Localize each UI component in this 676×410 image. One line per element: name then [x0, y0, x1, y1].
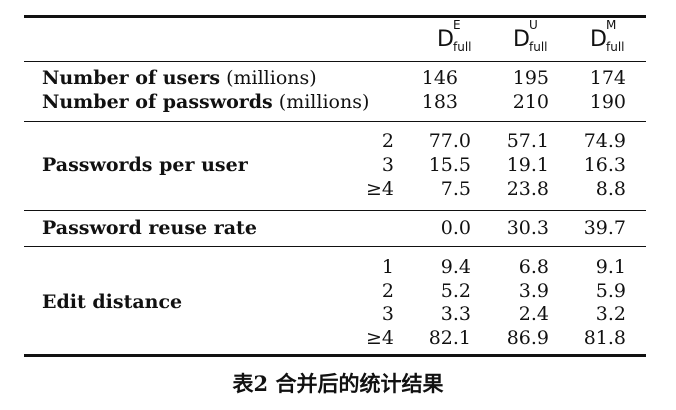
table-cell: 81.8 — [583, 327, 626, 349]
table-cell: 183 — [421, 91, 458, 113]
row-label-users: Number of users (millions) — [42, 67, 317, 89]
sub-category: ≥4 — [365, 178, 394, 200]
section-rule-3 — [24, 246, 646, 247]
label-unit: (millions) — [272, 91, 370, 113]
header-rule — [24, 61, 646, 62]
column-header-u: D U full — [513, 19, 548, 53]
label-unit: (millions) — [220, 67, 317, 89]
column-header-m: D M full — [590, 19, 625, 53]
table-cell: 6.8 — [518, 256, 549, 278]
header-sub: full — [529, 40, 548, 54]
header-base: D — [437, 27, 454, 52]
table-cell: 82.1 — [428, 327, 471, 349]
column-header-e: D E full — [437, 19, 472, 53]
table-cell: 8.8 — [595, 178, 626, 200]
table-cell: 146 — [421, 67, 458, 89]
row-label-passwords: Number of passwords (millions) — [42, 91, 369, 113]
header-base: D — [590, 27, 607, 52]
table-cell: 5.2 — [440, 280, 471, 302]
table-cell: 23.8 — [506, 178, 549, 200]
table-cell: 210 — [512, 91, 549, 113]
table-cell: 86.9 — [506, 327, 549, 349]
sub-category: 3 — [381, 154, 394, 176]
table-cell: 16.3 — [583, 154, 626, 176]
header-sub: full — [606, 40, 625, 54]
table-top-rule — [24, 15, 646, 18]
sub-category: 1 — [381, 256, 394, 278]
header-sup: M — [606, 18, 617, 32]
label-bold: Number of passwords — [42, 91, 273, 113]
sub-category: 2 — [381, 130, 394, 152]
table-cell: 77.0 — [428, 130, 471, 152]
header-sup: E — [453, 18, 461, 32]
table-cell: 30.3 — [506, 217, 549, 239]
header-base: D — [513, 27, 530, 52]
table-cell: 2.4 — [518, 303, 549, 325]
table-bottom-rule — [24, 354, 646, 357]
table-cell: 5.9 — [595, 280, 626, 302]
table-cell: 0.0 — [440, 217, 471, 239]
header-sub: full — [453, 40, 472, 54]
table-cell: 15.5 — [428, 154, 471, 176]
table-cell: 39.7 — [583, 217, 626, 239]
table-cell: 57.1 — [506, 130, 549, 152]
label-bold: Number of users — [42, 67, 221, 89]
section-label-passwords-per-user: Passwords per user — [42, 154, 248, 176]
table-cell: 9.1 — [595, 256, 626, 278]
table-cell: 9.4 — [440, 256, 471, 278]
table-cell: 19.1 — [506, 154, 549, 176]
sub-category: ≥4 — [365, 327, 394, 349]
section-label-edit-distance: Edit distance — [42, 291, 183, 313]
table-cell: 7.5 — [440, 178, 471, 200]
table-cell: 190 — [589, 91, 626, 113]
sub-category: 3 — [381, 303, 394, 325]
header-sup: U — [529, 18, 538, 32]
table-cell: 195 — [512, 67, 549, 89]
table-cell: 3.2 — [595, 303, 626, 325]
table-caption: 表2 合并后的统计结果 — [232, 371, 444, 396]
section-rule-1 — [24, 121, 646, 122]
section-rule-2 — [24, 210, 646, 211]
sub-category: 2 — [381, 280, 394, 302]
table-cell: 174 — [589, 67, 626, 89]
section-label-reuse-rate: Password reuse rate — [42, 217, 257, 239]
table-cell: 3.9 — [518, 280, 549, 302]
table-cell: 74.9 — [583, 130, 626, 152]
table-cell: 3.3 — [440, 303, 471, 325]
